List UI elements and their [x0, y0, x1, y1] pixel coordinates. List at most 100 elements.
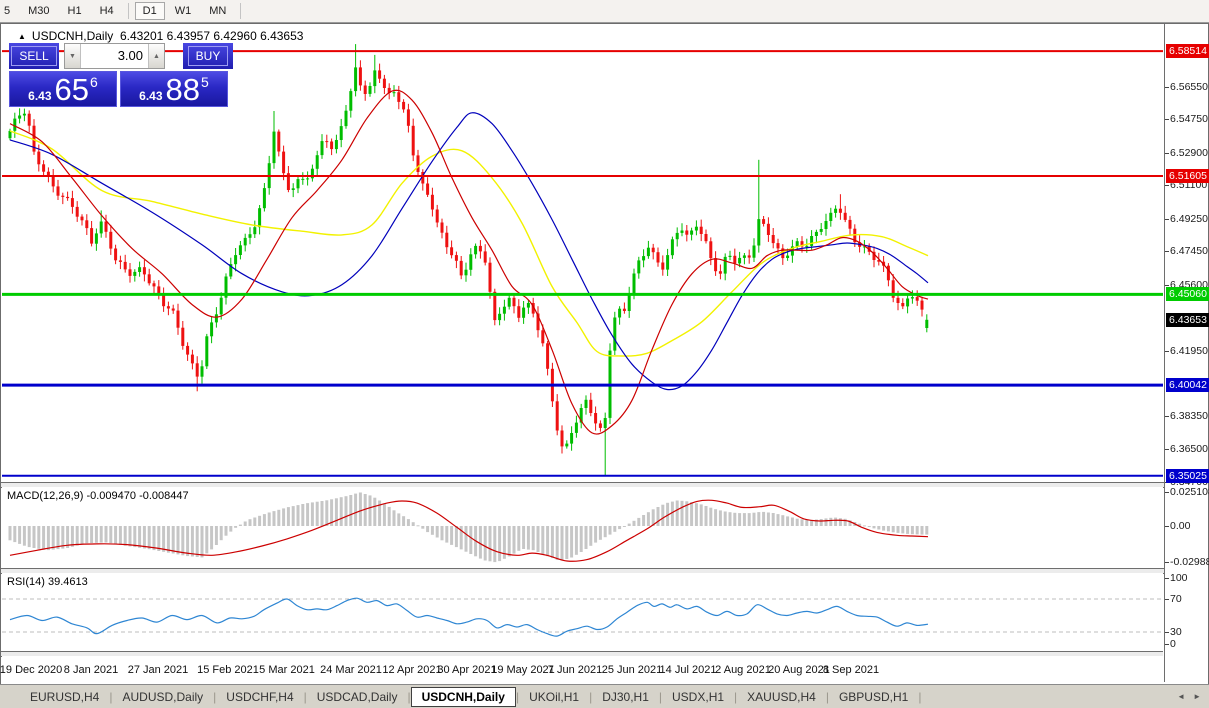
tab-separator: | [658, 689, 663, 704]
buy-button[interactable]: BUY [183, 43, 233, 69]
buy-price-pip: 5 [201, 73, 209, 90]
timeframe-button-h1[interactable]: H1 [67, 5, 82, 17]
date-label: 19 Dec 2020 [0, 664, 63, 676]
sell-price-box[interactable]: 6.43 65 6 [9, 71, 117, 107]
sell-button-label: SELL [11, 46, 57, 66]
tabs-scroll-left-icon[interactable]: ◄ [1177, 692, 1186, 701]
price-tag-6.43653: 6.43653 [1166, 312, 1209, 327]
chart-tab-dj30[interactable]: DJ30,H1 [602, 689, 649, 704]
chart-tab-usdchf[interactable]: USDCHF,H4 [226, 689, 294, 704]
price-tag-6.35025: 6.35025 [1166, 468, 1209, 483]
sell-price-prefix: 6.43 [28, 89, 52, 103]
chart-tab-usdx[interactable]: USDX,H1 [672, 689, 725, 704]
rsi-axis-label: 0 [1165, 638, 1176, 650]
price-axis-label: 6.38350 [1165, 410, 1208, 422]
price-axis[interactable]: 6.56550 6.54750 6.52900 6.51100 6.49250 6.474… [1164, 24, 1209, 682]
timeframe-button-m30[interactable]: M30 [28, 5, 50, 17]
chart-title: ▲ USDCNH,Daily 6.43201 6.43957 6.42960 6.… [18, 29, 303, 43]
date-label: 24 Mar 2021 [320, 664, 382, 676]
macd-axis-label: -0.029883 [1165, 556, 1209, 568]
chart-ohlc-values: 6.43201 6.43957 6.42960 6.43653 [119, 29, 304, 43]
date-label: 2 Aug 2021 [715, 664, 771, 676]
date-label: 25 Jun 2021 [601, 664, 663, 676]
buy-price-digits: 88 [165, 72, 201, 107]
buy-button-label: BUY [187, 46, 229, 66]
price-tag-6.45060: 6.45060 [1166, 287, 1209, 302]
price-tag-6.51605: 6.51605 [1166, 169, 1209, 183]
chevron-up-icon: ▲ [153, 52, 160, 60]
date-label: 14 Jul 2021 [659, 664, 717, 676]
price-axis-label: 6.41950 [1165, 345, 1208, 357]
one-click-trading-panel: SELL ▼ 3.00 ▲ BUY 6.43 65 6 6.43 88 5 [9, 43, 235, 107]
buy-price-box[interactable]: 6.43 88 5 [120, 71, 228, 107]
macd-plot[interactable] [2, 487, 1163, 568]
toolbar-separator [127, 3, 129, 19]
tab-separator: | [213, 689, 217, 704]
date-label: 12 Apr 2021 [382, 664, 442, 676]
chart-tab-gbpusd[interactable]: GBPUSD,H1 [838, 689, 909, 704]
tab-separator: | [515, 689, 520, 704]
time-axis[interactable]: 19 Dec 2020 8 Jan 2021 27 Jan 2021 15 Feb 2… [0, 656, 1163, 682]
chart-window: ▲ USDCNH,Daily 6.43201 6.43957 6.42960 6.… [0, 23, 1209, 685]
macd-axis-label: 0.00 [1165, 520, 1190, 532]
chevron-down-icon: ▼ [69, 52, 76, 60]
chart-tab-bar: EURUSD,H4 | AUDUSD,Daily | USDCHF,H4 | USDCAD,… [0, 684, 1209, 708]
timeframe-toolbar: 5 M30 H1 H4 D1 W1 MN [0, 0, 1209, 23]
date-label: 30 Apr 2021 [437, 664, 497, 676]
macd-indicator-label: MACD(12,26,9) -0.009470 -0.008447 [7, 490, 189, 502]
date-label: 20 Aug 2021 [768, 664, 830, 676]
rsi-plot[interactable] [2, 573, 1163, 651]
chart-tab-usdcad[interactable]: USDCAD,Daily [316, 689, 398, 704]
date-label: 15 Feb 2021 [197, 664, 259, 676]
collapse-icon[interactable]: ▲ [18, 32, 26, 41]
rsi-axis-label: 100 [1165, 572, 1188, 584]
buy-price-prefix: 6.43 [139, 89, 163, 103]
chart-tab-usdcnh[interactable]: USDCNH,Daily [410, 686, 516, 707]
tab-separator: | [734, 689, 738, 704]
sell-price-digits: 65 [54, 72, 90, 107]
price-axis-label: 6.47450 [1165, 245, 1208, 257]
timeframe-button-h4[interactable]: H4 [99, 5, 114, 17]
sell-button[interactable]: SELL [9, 43, 59, 69]
timeframe-button-5[interactable]: 5 [4, 5, 11, 17]
date-label: 7 Jun 2021 [547, 664, 603, 676]
date-label: 5 Mar 2021 [259, 664, 315, 676]
tabs-scroll-right-icon[interactable]: ► [1193, 692, 1201, 701]
date-label: 8 Sep 2021 [822, 664, 880, 676]
date-label: 19 May 2021 [491, 664, 555, 676]
rsi-indicator-label: RSI(14) 39.4613 [7, 576, 88, 588]
tab-separator: | [407, 689, 411, 704]
volume-input[interactable]: 3.00 [117, 48, 143, 63]
macd-axis-label: 0.025108 [1165, 486, 1209, 498]
date-label: 27 Jan 2021 [127, 664, 189, 676]
tab-separator: | [825, 689, 829, 704]
timeframe-button-d1[interactable]: D1 [134, 2, 165, 20]
tab-separator: | [109, 689, 113, 704]
tab-separator: | [589, 689, 593, 704]
price-tag-6.40042: 6.40042 [1166, 378, 1209, 393]
volume-spinner: ▼ 3.00 ▲ [64, 43, 165, 69]
sell-price-pip: 6 [90, 73, 98, 90]
timeframe-button-w1[interactable]: W1 [174, 5, 192, 17]
chart-tab-eurusd[interactable]: EURUSD,H4 [30, 689, 100, 704]
chart-tab-audusd[interactable]: AUDUSD,Daily [122, 689, 204, 704]
tab-separator: | [918, 689, 922, 704]
tab-separator: | [303, 689, 307, 704]
price-axis-label: 6.36500 [1165, 443, 1208, 455]
rsi-axis-label: 30 [1165, 626, 1182, 638]
price-axis-label: 6.52900 [1165, 147, 1208, 159]
toolbar-separator [240, 3, 242, 19]
volume-decrease-button[interactable]: ▼ [65, 44, 81, 68]
chart-tab-xauusd[interactable]: XAUUSD,H4 [747, 689, 816, 704]
volume-increase-button[interactable]: ▲ [148, 44, 164, 68]
timeframe-button-mn[interactable]: MN [209, 5, 227, 17]
chart-tab-ukoil[interactable]: UKOil,H1 [529, 689, 580, 704]
price-tag-6.58514: 6.58514 [1166, 44, 1209, 59]
chart-symbol-period: USDCNH,Daily [31, 29, 114, 43]
rsi-axis-label: 70 [1165, 593, 1182, 605]
price-axis-label: 6.49250 [1165, 213, 1208, 225]
price-axis-label: 6.54750 [1165, 113, 1208, 125]
price-axis-label: 6.56550 [1165, 81, 1208, 93]
date-label: 8 Jan 2021 [63, 664, 119, 676]
